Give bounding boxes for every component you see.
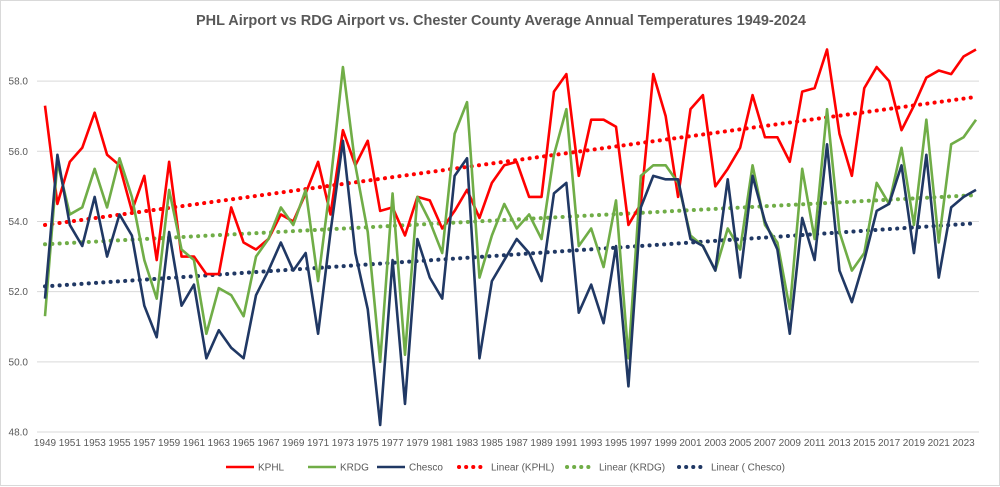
x-tick-label: 1963 <box>208 438 231 449</box>
trendline <box>43 193 978 247</box>
trendline <box>43 94 978 227</box>
chart-title: PHL Airport vs RDG Airport vs. Chester C… <box>196 13 806 29</box>
legend-label: Chesco <box>409 463 443 474</box>
x-tick-label: 1975 <box>357 438 380 449</box>
x-tick-label: 1997 <box>630 438 653 449</box>
x-tick-label: 1981 <box>431 438 454 449</box>
x-tick-label: 1959 <box>158 438 181 449</box>
x-tick-label: 2011 <box>804 438 826 449</box>
legend-label: Linear (KPHL) <box>491 463 554 474</box>
y-tick-label: 52.0 <box>9 287 29 298</box>
x-tick-label: 1969 <box>282 438 305 449</box>
y-axis-ticks: 48.0 50.0 52.0 54.0 56.0 58.0 <box>9 77 29 439</box>
data-series <box>43 48 978 427</box>
x-tick-label: 1983 <box>456 438 479 449</box>
x-tick-label: 2017 <box>878 438 901 449</box>
x-tick-label: 1985 <box>481 438 504 449</box>
y-tick-label: 54.0 <box>9 217 29 228</box>
y-tick-label: 50.0 <box>9 357 29 368</box>
y-tick-label: 56.0 <box>9 147 29 158</box>
y-tick-label: 48.0 <box>9 428 29 439</box>
x-tick-label: 1961 <box>183 438 206 449</box>
y-tick-label: 58.0 <box>9 77 29 88</box>
legend-label: KRDG <box>340 463 369 474</box>
x-tick-label: 1953 <box>84 438 107 449</box>
x-tick-label: 1957 <box>133 438 156 449</box>
series-line <box>43 48 977 276</box>
x-tick-label: 1949 <box>34 438 57 449</box>
trendlines <box>43 94 978 289</box>
x-tick-label: 1989 <box>530 438 553 449</box>
x-tick-label: 2009 <box>779 438 802 449</box>
legend-label: Linear ( Chesco) <box>711 463 785 474</box>
x-tick-label: 1991 <box>555 438 578 449</box>
x-tick-label: 1987 <box>506 438 529 449</box>
x-axis-ticks: 1949 1951 1953 1955 1957 1959 1961 1963 1965 1967… <box>34 438 975 449</box>
trendline <box>43 221 978 289</box>
x-tick-label: 2001 <box>679 438 702 449</box>
x-tick-label: 1995 <box>605 438 628 449</box>
legend-entry: KPHL <box>226 463 285 474</box>
x-tick-label: 1967 <box>257 438 280 449</box>
legend-entry: Linear (KRDG) <box>565 463 665 474</box>
legend-entry: KRDG <box>308 463 369 474</box>
x-tick-label: 2005 <box>729 438 752 449</box>
x-tick-label: 1971 <box>307 438 330 449</box>
x-tick-label: 1999 <box>655 438 678 449</box>
x-tick-label: 2021 <box>928 438 951 449</box>
x-tick-label: 2015 <box>853 438 876 449</box>
legend-entry: Linear (KPHL) <box>457 463 554 474</box>
x-tick-label: 1955 <box>108 438 131 449</box>
x-tick-label: 1993 <box>580 438 603 449</box>
legend-label: KPHL <box>258 463 285 474</box>
x-tick-label: 2023 <box>952 438 975 449</box>
legend: KPHL KRDG Chesco Linear (KPHL) Linear (KRDG)… <box>226 463 785 474</box>
x-tick-label: 1973 <box>332 438 355 449</box>
legend-label: Linear (KRDG) <box>599 463 665 474</box>
x-tick-label: 1979 <box>406 438 429 449</box>
x-tick-label: 1951 <box>59 438 82 449</box>
series-line <box>43 65 978 364</box>
x-tick-label: 2003 <box>704 438 727 449</box>
x-tick-label: 2019 <box>903 438 926 449</box>
legend-entry: Chesco <box>377 463 443 474</box>
x-tick-label: 2013 <box>828 438 851 449</box>
series-line <box>43 139 977 427</box>
x-tick-label: 1977 <box>381 438 404 449</box>
legend-entry: Linear ( Chesco) <box>677 463 785 474</box>
x-tick-label: 1965 <box>232 438 255 449</box>
x-tick-label: 2007 <box>754 438 777 449</box>
